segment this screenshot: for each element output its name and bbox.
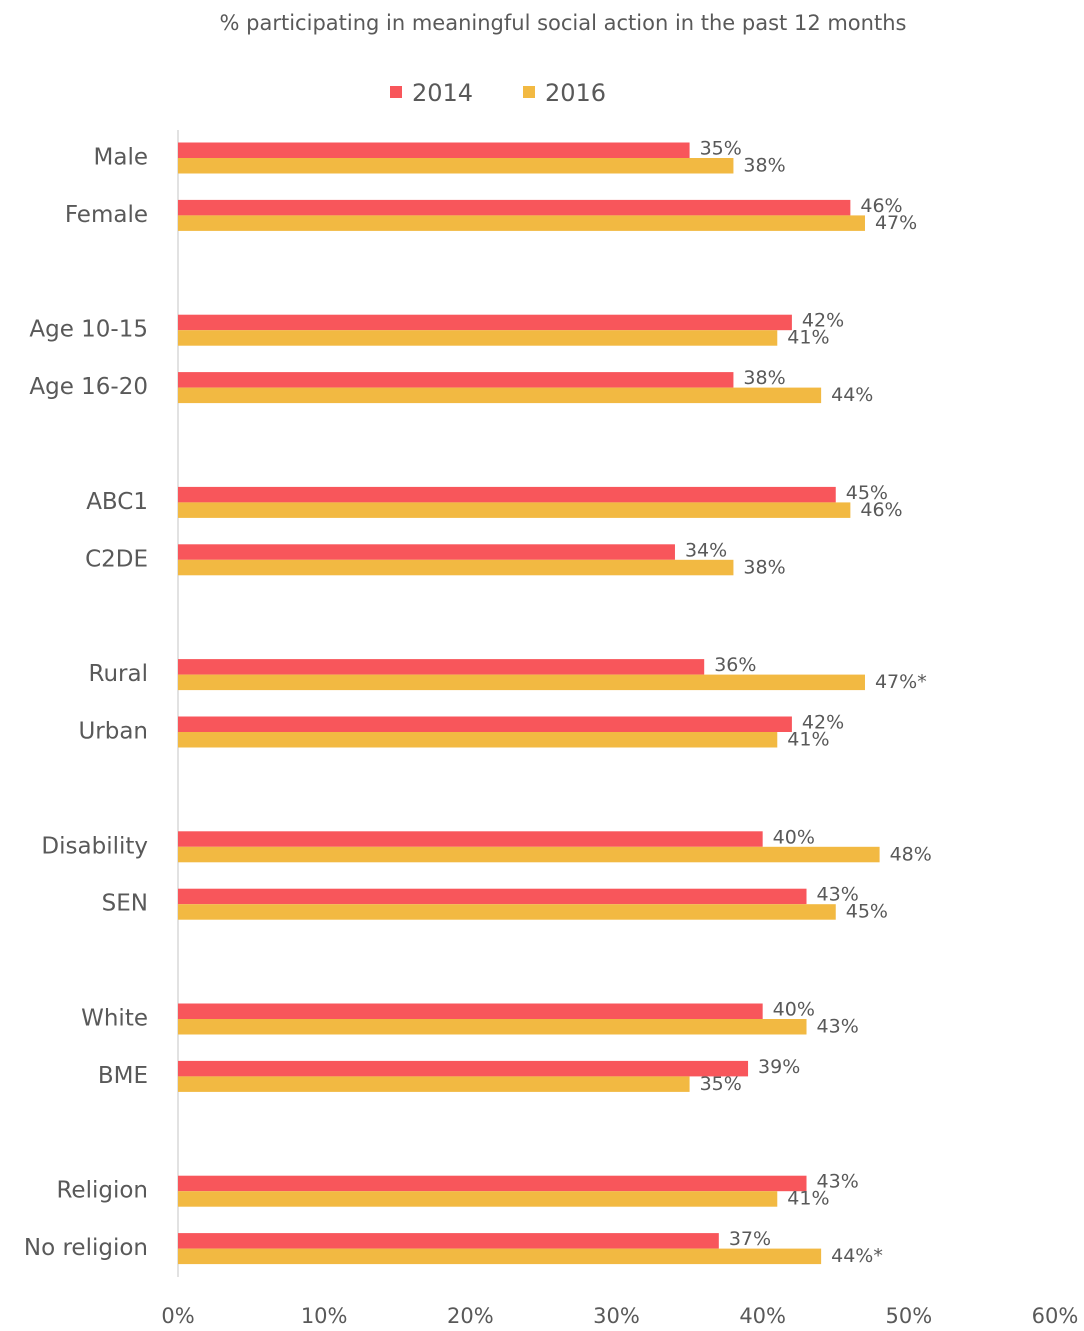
legend-label: 2014 [412,79,473,107]
bar [178,1076,690,1092]
bar [178,831,763,847]
category-label: ABC1 [86,489,148,515]
value-label: 42% [802,310,844,332]
value-label: 46% [860,499,902,521]
legend-label: 2016 [545,79,606,107]
value-label: 41% [787,327,829,349]
bar [178,1003,763,1019]
bar [178,559,734,576]
value-label: 45% [846,482,888,504]
legend-swatch [390,86,402,98]
x-tick-label: 40% [739,1304,786,1328]
category-label: Rural [89,661,148,687]
value-label: 40% [773,999,815,1021]
bar [178,904,836,920]
bar [178,314,792,331]
bar [178,674,865,691]
value-label: 35% [700,138,742,160]
x-tick-label: 50% [885,1304,932,1328]
category-label: BME [98,1063,148,1089]
value-label: 43% [817,1171,859,1193]
value-label: 34% [685,539,727,561]
bar [178,199,851,216]
value-label: 37% [729,1228,771,1250]
chart-title: % participating in meaningful social act… [220,11,907,35]
bar [178,486,836,503]
category-label: Age 16-20 [29,374,148,400]
bar [178,372,734,388]
bar [178,158,734,174]
bar [178,502,851,518]
value-label: 46% [860,195,902,217]
x-tick-label: 30% [593,1304,640,1328]
value-label: 48% [890,843,932,865]
category-label: C2DE [85,546,148,572]
category-label: Female [65,202,148,228]
bar [178,544,675,560]
legend-swatch [523,86,535,98]
bar [178,1233,719,1249]
category-label: Male [94,145,148,171]
bar [178,888,807,905]
value-label: 38% [743,155,785,177]
value-label: 43% [817,1016,859,1038]
bar [178,1191,778,1207]
bar [178,846,880,863]
category-label: Disability [41,833,148,859]
value-label: 41% [787,1188,829,1210]
value-label: 47%* [875,671,927,693]
value-label: 35% [700,1073,742,1095]
bar [178,1248,822,1265]
value-label: 47% [875,212,917,234]
x-tick-label: 60% [1032,1304,1079,1328]
bar [178,732,778,748]
bar [178,716,792,732]
bar [178,330,778,346]
value-label: 39% [758,1056,800,1078]
bar [178,142,690,158]
bar [178,1175,807,1192]
category-label: No religion [24,1235,148,1261]
category-label: SEN [102,891,148,917]
bar [178,659,705,675]
value-label: 43% [817,884,859,906]
value-label: 36% [714,654,756,676]
value-label: 38% [743,556,785,578]
category-label: Urban [78,719,148,745]
x-tick-label: 20% [447,1304,494,1328]
x-tick-label: 10% [301,1304,348,1328]
category-label: Religion [56,1178,148,1204]
bar [178,1019,807,1035]
value-label: 41% [787,729,829,751]
value-label: 44%* [831,1245,883,1267]
bar [178,215,865,231]
category-label: Age 10-15 [29,317,148,343]
value-label: 40% [773,826,815,848]
value-label: 38% [743,367,785,389]
x-tick-label: 0% [161,1304,194,1328]
value-label: 42% [802,712,844,734]
bar [178,387,822,404]
value-label: 44% [831,384,873,406]
value-label: 45% [846,901,888,923]
category-label: White [81,1006,148,1032]
bar [178,1060,749,1077]
